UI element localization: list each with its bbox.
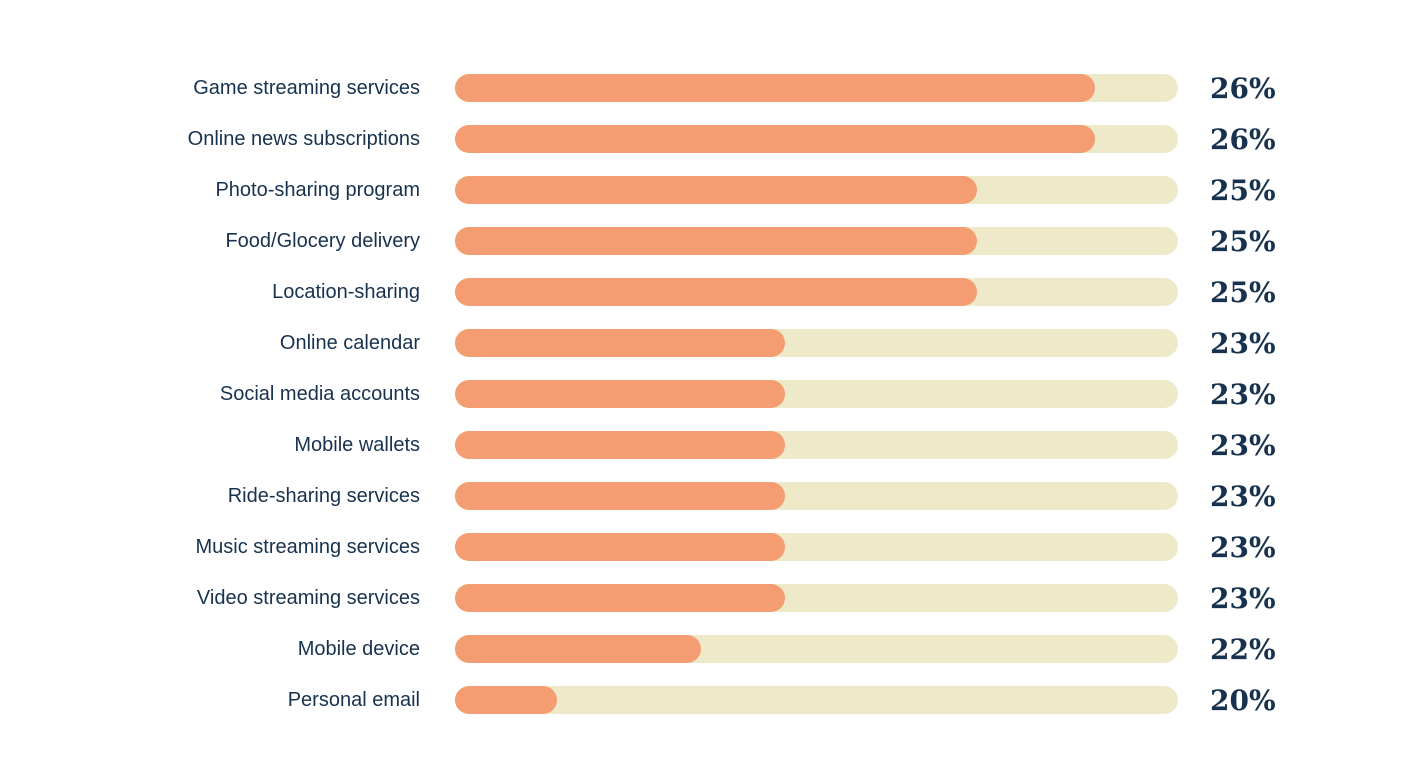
bar-fill: [455, 533, 785, 561]
row-label: Personal email: [287, 689, 420, 711]
row-label: Online calendar: [279, 332, 420, 354]
bar-fill: [455, 635, 701, 663]
bar-track: [455, 227, 1178, 255]
chart-row: Video streaming services 23%: [0, 581, 1404, 615]
row-label: Ride-sharing services: [227, 485, 420, 507]
chart-row: Game streaming services 26%: [0, 71, 1404, 105]
bar-track: [455, 686, 1178, 714]
row-value: 23%: [1210, 377, 1276, 411]
chart-row: Photo-sharing program 25%: [0, 173, 1404, 207]
row-label: Game streaming services: [193, 77, 420, 99]
bar-track: [455, 278, 1178, 306]
row-label: Music streaming services: [195, 536, 420, 558]
bar-chart: Game streaming services 26% Online news …: [0, 71, 1404, 717]
bar-fill: [455, 176, 977, 204]
bar-fill: [455, 584, 785, 612]
chart-row: Online news subscriptions 26%: [0, 122, 1404, 156]
row-label: Online news subscriptions: [187, 128, 420, 150]
chart-row: Location-sharing 25%: [0, 275, 1404, 309]
chart-row: Food/Glocery delivery 25%: [0, 224, 1404, 258]
bar-fill: [455, 125, 1095, 153]
row-value: 26%: [1210, 122, 1276, 156]
bar-fill: [455, 686, 557, 714]
bar-track: [455, 380, 1178, 408]
row-label: Food/Glocery delivery: [225, 230, 420, 252]
row-value: 22%: [1210, 632, 1276, 666]
row-label: Mobile device: [297, 638, 420, 660]
row-value: 23%: [1210, 326, 1276, 360]
bar-track: [455, 482, 1178, 510]
chart-row: Personal email 20%: [0, 683, 1404, 717]
row-value: 23%: [1210, 530, 1276, 564]
row-label: Mobile wallets: [294, 434, 420, 456]
chart-row: Online calendar 23%: [0, 326, 1404, 360]
chart-row: Social media accounts 23%: [0, 377, 1404, 411]
chart-row: Ride-sharing services 23%: [0, 479, 1404, 513]
bar-track: [455, 431, 1178, 459]
row-value: 23%: [1210, 428, 1276, 462]
bar-track: [455, 533, 1178, 561]
row-value: 25%: [1210, 224, 1276, 258]
row-value: 20%: [1210, 683, 1276, 717]
bar-track: [455, 125, 1178, 153]
bar-track: [455, 584, 1178, 612]
bar-fill: [455, 227, 977, 255]
bar-track: [455, 635, 1178, 663]
bar-track: [455, 74, 1178, 102]
row-value: 26%: [1210, 71, 1276, 105]
bar-fill: [455, 431, 785, 459]
bar-track: [455, 329, 1178, 357]
row-value: 25%: [1210, 275, 1276, 309]
bar-fill: [455, 74, 1095, 102]
chart-row: Mobile wallets 23%: [0, 428, 1404, 462]
row-label: Location-sharing: [272, 281, 420, 303]
row-value: 23%: [1210, 479, 1276, 513]
bar-fill: [455, 278, 977, 306]
row-value: 23%: [1210, 581, 1276, 615]
bar-track: [455, 176, 1178, 204]
bar-fill: [455, 482, 785, 510]
row-label: Social media accounts: [219, 383, 420, 405]
bar-fill: [455, 380, 785, 408]
row-label: Video streaming services: [196, 587, 420, 609]
row-value: 25%: [1210, 173, 1276, 207]
chart-row: Mobile device 22%: [0, 632, 1404, 666]
bar-fill: [455, 329, 785, 357]
chart-row: Music streaming services 23%: [0, 530, 1404, 564]
row-label: Photo-sharing program: [215, 179, 420, 201]
